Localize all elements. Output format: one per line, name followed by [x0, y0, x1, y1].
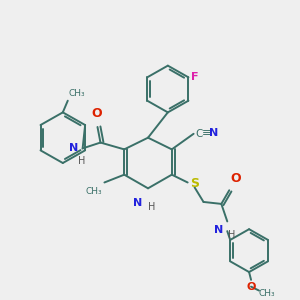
Text: ≡: ≡: [202, 128, 211, 138]
Text: N: N: [214, 225, 223, 235]
Text: O: O: [230, 172, 241, 185]
Text: O: O: [246, 282, 256, 292]
Text: H: H: [228, 230, 236, 240]
Text: N: N: [69, 143, 79, 153]
Text: CH₃: CH₃: [86, 187, 102, 196]
Text: CH₃: CH₃: [259, 289, 276, 298]
Text: C: C: [196, 129, 203, 139]
Text: S: S: [190, 177, 199, 190]
Text: H: H: [78, 156, 85, 166]
Text: CH₃: CH₃: [69, 89, 86, 98]
Text: N: N: [133, 198, 142, 208]
Text: F: F: [191, 72, 199, 82]
Text: H: H: [148, 202, 155, 212]
Text: N: N: [209, 128, 219, 138]
Text: O: O: [91, 107, 102, 120]
